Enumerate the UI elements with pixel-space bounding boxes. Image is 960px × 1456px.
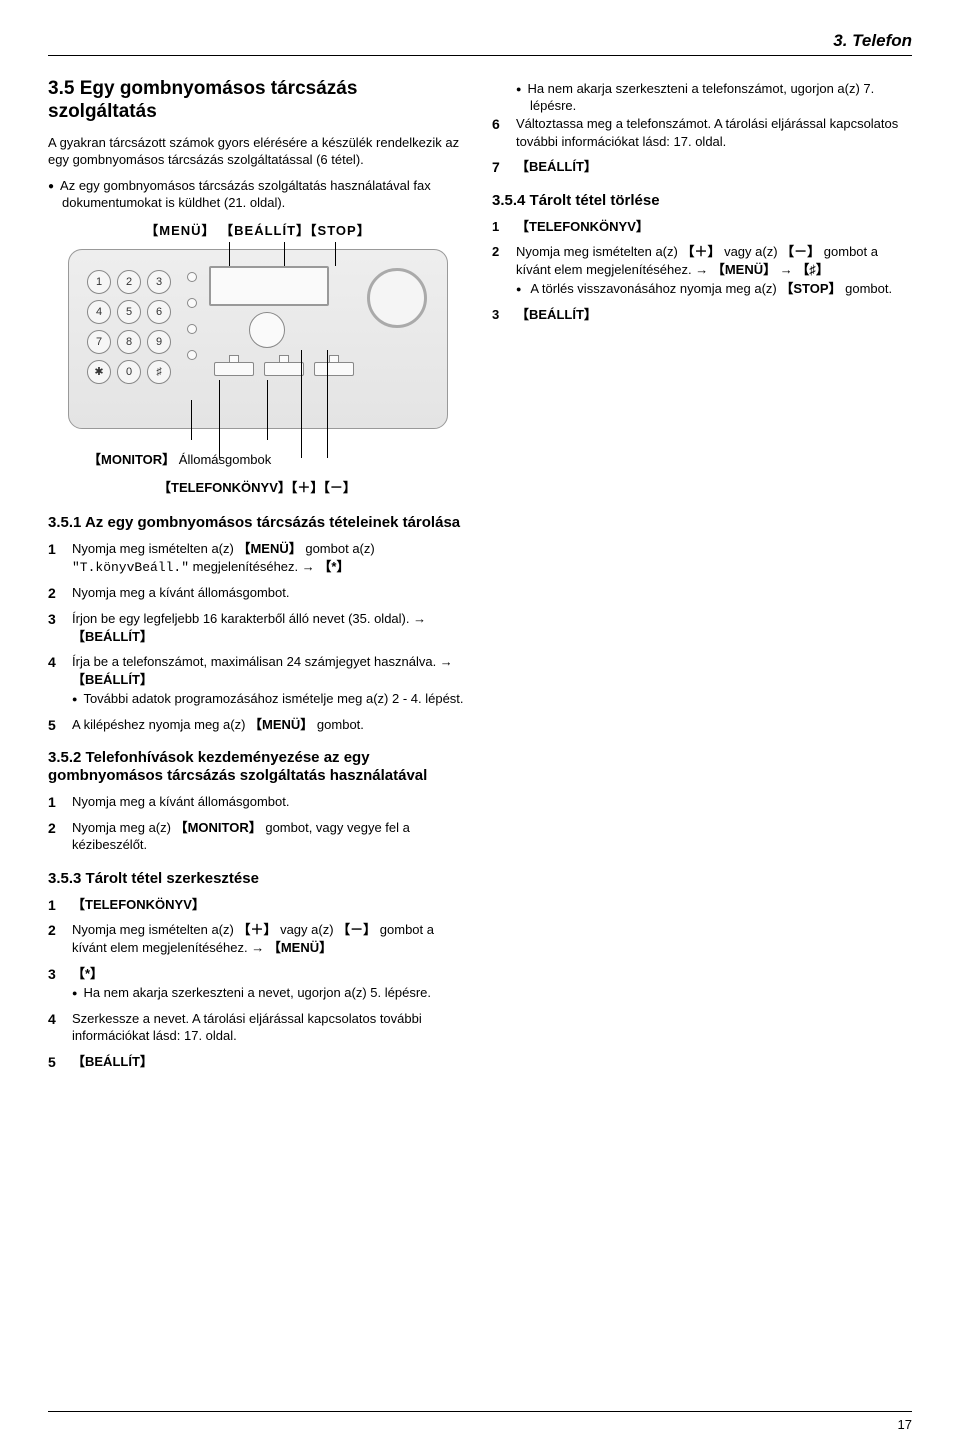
step-text: A kilépéshez nyomja meg a(z) xyxy=(72,717,249,732)
step-text: Nyomja meg a(z) xyxy=(72,820,175,835)
right-column: Ha nem akarja szerkeszteni a telefonszám… xyxy=(492,78,912,1078)
step-item: Nyomja meg a kívánt állomásgombot. xyxy=(48,793,468,811)
step-sub-bullet: Ha nem akarja szerkeszteni a telefonszám… xyxy=(516,80,912,115)
device-illustration: 123 456 789 ✱0♯ xyxy=(68,249,448,429)
step-item: Szerkessze a nevet. A tárolási eljárássa… xyxy=(48,1010,468,1045)
section-3-5-title: 3.5 Egy gombnyomásos tárcsázás szolgálta… xyxy=(48,78,468,124)
section-3-5-intro: A gyakran tárcsázott számok gyors elérés… xyxy=(48,134,468,169)
step-text: → xyxy=(776,262,796,277)
step-item: A kilépéshez nyomja meg a(z) 【MENÜ】 gomb… xyxy=(48,716,468,734)
step-item: Nyomja meg a(z) 【MONITOR】 gombot, vagy v… xyxy=(48,819,468,854)
step-item: 【BEÁLLÍT】 xyxy=(48,1053,468,1071)
minus-button-label: 【－】 xyxy=(337,922,376,937)
step-text: Írja be a telefonszámot, maximálisan 24 … xyxy=(72,654,453,669)
step-sub-bullet: Ha nem akarja szerkeszteni a nevet, ugor… xyxy=(72,984,468,1002)
step-item: 【TELEFONKÖNYV】 xyxy=(492,218,912,236)
step-text: gombot. xyxy=(313,717,364,732)
star-button-label: 【*】 xyxy=(318,559,349,574)
step-item: 【BEÁLLÍT】 xyxy=(492,158,912,176)
step-text: Nyomja meg ismételten a(z) xyxy=(516,244,681,259)
steps-3-5-3: 【TELEFONKÖNYV】 Nyomja meg ismételten a(z… xyxy=(48,896,468,1070)
phonebook-label-row: 【TELEFONKÖNYV】【＋】【－】 xyxy=(48,479,468,497)
step-text: vagy a(z) xyxy=(720,244,781,259)
step-text: Írjon be egy legfeljebb 16 karakterből á… xyxy=(72,611,426,626)
left-column: 3.5 Egy gombnyomásos tárcsázás szolgálta… xyxy=(48,78,468,1078)
keypad-icon: 123 456 789 ✱0♯ xyxy=(87,270,171,384)
star-button-label: 【*】 xyxy=(72,966,103,981)
menu-button-label: 【MENÜ】 xyxy=(249,717,313,732)
steps-3-5-4: 【TELEFONKÖNYV】 Nyomja meg ismételten a(z… xyxy=(492,218,912,324)
step-text: gombot a(z) xyxy=(302,541,375,556)
steps-3-5-3-cont: Változtassa meg a telefonszámot. A tárol… xyxy=(492,115,912,176)
menu-button-label: 【MENÜ】 xyxy=(268,940,332,955)
display-text: "T.könyvBeáll." xyxy=(72,560,189,575)
two-column-layout: 3.5 Egy gombnyomásos tárcsázás szolgálta… xyxy=(48,78,912,1078)
step-item: Nyomja meg ismételten a(z) 【＋】 vagy a(z)… xyxy=(48,921,468,956)
hash-button-label: 【♯】 xyxy=(796,262,829,277)
step-text: A törlés visszavonásához nyomja meg a(z) xyxy=(530,281,780,296)
set-button-label: 【BEÁLLÍT】 xyxy=(72,1054,153,1069)
step-text: vagy a(z) xyxy=(276,922,337,937)
step-sub-bullet: További adatok programozásához ismételje… xyxy=(72,690,468,708)
monitor-button-label: 【MONITOR】 xyxy=(88,452,175,467)
plus-button-label: 【＋】 xyxy=(681,244,720,259)
continuation-block: Ha nem akarja szerkeszteni a telefonszám… xyxy=(492,80,912,115)
step-text: Nyomja meg ismételten a(z) xyxy=(72,922,237,937)
page-number: 17 xyxy=(48,1411,912,1434)
step-sub-bullet: A törlés visszavonásához nyomja meg a(z)… xyxy=(516,280,912,298)
navpad-icon xyxy=(249,312,285,348)
menu-button-label: 【MENÜ】 xyxy=(237,541,301,556)
step-text: megjelenítéséhez. → xyxy=(189,559,318,574)
stop-button-label: 【STOP】 xyxy=(780,281,841,296)
plus-button-label: 【＋】 xyxy=(237,922,276,937)
step-text: Nyomja meg ismételten a(z) xyxy=(72,541,237,556)
step-item: 【BEÁLLÍT】 xyxy=(492,306,912,324)
section-3-5-3-title: 3.5.3 Tárolt tétel szerkesztése xyxy=(48,870,468,888)
phonebook-button-label: 【TELEFONKÖNYV】 xyxy=(72,897,205,912)
set-button-label: 【BEÁLLÍT】 xyxy=(516,307,597,322)
steps-3-5-1: Nyomja meg ismételten a(z) 【MENÜ】 gombot… xyxy=(48,540,468,733)
step-item: Nyomja meg ismételten a(z) 【MENÜ】 gombot… xyxy=(48,540,468,576)
button-label-row: 【MENÜ】 【BEÁLLÍT】【STOP】 xyxy=(48,222,468,240)
station-buttons-label: Állomásgombok xyxy=(179,452,272,467)
step-item: Írja be a telefonszámot, maximálisan 24 … xyxy=(48,653,468,708)
section-3-5-4-title: 3.5.4 Tárolt tétel törlése xyxy=(492,192,912,210)
dial-icon xyxy=(367,268,427,328)
section-3-5-note: Az egy gombnyomásos tárcsázás szolgáltat… xyxy=(48,177,468,212)
lcd-icon xyxy=(209,266,329,306)
step-item: Változtassa meg a telefonszámot. A tárol… xyxy=(492,115,912,150)
side-buttons-icon xyxy=(187,272,197,360)
menu-button-label: 【MENÜ】 xyxy=(712,262,776,277)
station-buttons-icon xyxy=(214,362,354,376)
step-item: 【*】 Ha nem akarja szerkeszteni a nevet, … xyxy=(48,965,468,1002)
section-3-5-1-title: 3.5.1 Az egy gombnyomásos tárcsázás téte… xyxy=(48,514,468,532)
steps-3-5-2: Nyomja meg a kívánt állomásgombot. Nyomj… xyxy=(48,793,468,854)
breadcrumb: 3. Telefon xyxy=(48,30,912,56)
step-item: 【TELEFONKÖNYV】 xyxy=(48,896,468,914)
set-button-label: 【BEÁLLÍT】 xyxy=(516,159,597,174)
set-button-label: 【BEÁLLÍT】 xyxy=(72,672,153,687)
step-item: Nyomja meg ismételten a(z) 【＋】 vagy a(z)… xyxy=(492,243,912,298)
set-button-label: 【BEÁLLÍT】 xyxy=(72,629,153,644)
monitor-button-label: 【MONITOR】 xyxy=(175,820,262,835)
monitor-label-row: 【MONITOR】 Állomásgombok xyxy=(48,451,468,469)
minus-button-label: 【－】 xyxy=(781,244,820,259)
step-text: gombot. xyxy=(842,281,893,296)
step-item: Nyomja meg a kívánt állomásgombot. xyxy=(48,584,468,602)
phonebook-button-label: 【TELEFONKÖNYV】 xyxy=(516,219,649,234)
section-3-5-2-title: 3.5.2 Telefonhívások kezdeményezése az e… xyxy=(48,749,468,785)
step-item: Írjon be egy legfeljebb 16 karakterből á… xyxy=(48,610,468,645)
